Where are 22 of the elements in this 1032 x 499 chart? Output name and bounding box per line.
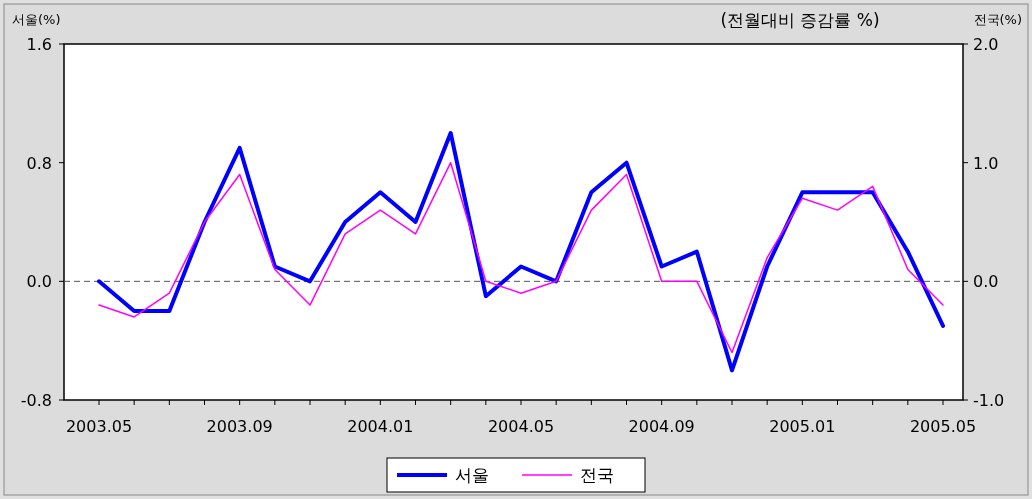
x-tick-label: 2005.01 — [769, 417, 836, 436]
y-tick-label: 0.0 — [26, 272, 52, 292]
chart-title: (전월대비 증감률 %) — [720, 10, 880, 30]
y2-tick-label: 2.0 — [973, 35, 999, 54]
legend-label: 전국 — [580, 465, 614, 485]
y-axis-title: 서울(%) — [12, 12, 61, 27]
legend-label: 서울 — [455, 465, 489, 485]
x-tick-label: 2003.09 — [206, 417, 273, 436]
y-tick-label: 1.6 — [26, 35, 52, 54]
y2-tick-label: 1.0 — [973, 153, 999, 173]
x-tick-label: 2003.05 — [65, 417, 133, 436]
y2-axis-title: 전국(%) — [973, 12, 1022, 27]
y2-tick-label: -1.0 — [973, 391, 1005, 410]
x-tick-label: 2004.09 — [628, 417, 695, 436]
x-tick-label: 2004.05 — [487, 417, 555, 436]
y2-tick-label: 0.0 — [973, 272, 999, 292]
line-series — [97, 131, 945, 373]
y-tick-label: 0.8 — [26, 153, 52, 173]
x-tick-label: 2004.01 — [347, 417, 414, 436]
y-tick-label: -0.8 — [20, 391, 52, 410]
line-series — [98, 161, 944, 354]
x-tick-label: 2005.05 — [909, 417, 977, 436]
